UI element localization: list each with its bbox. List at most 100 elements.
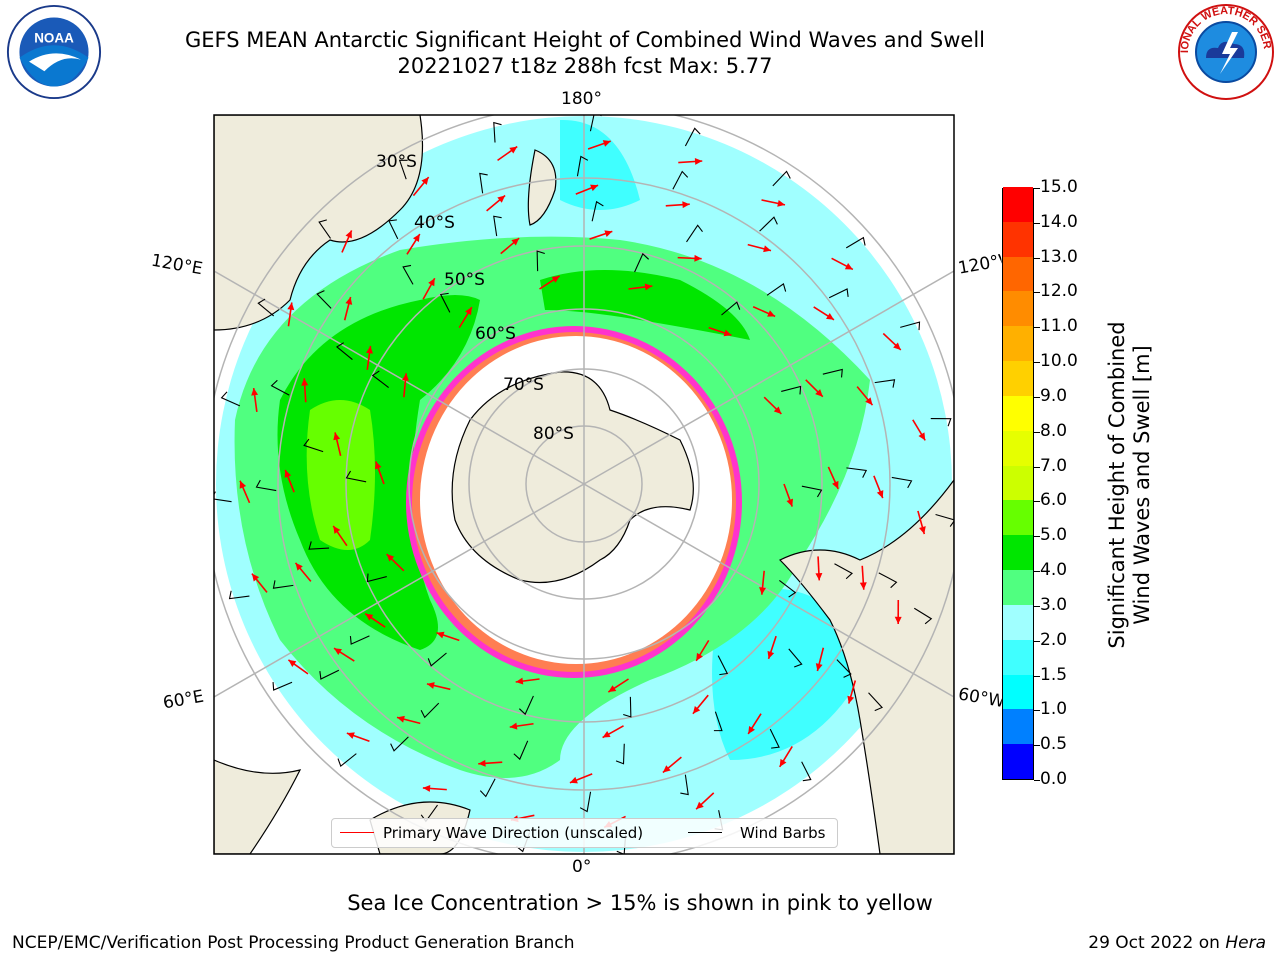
wave-arrow-head	[374, 461, 382, 470]
wave-arrow-head	[333, 525, 341, 534]
wind-barb	[801, 485, 823, 498]
wind-barb	[589, 115, 602, 132]
wave-arrow-head	[251, 573, 260, 582]
wave-arrow-head	[723, 329, 732, 337]
wind-barb	[366, 573, 387, 583]
legend-label-wind-barbs: Wind Barbs	[740, 824, 826, 842]
wave-arrow-head	[284, 469, 292, 478]
wave-arrow-head	[696, 652, 703, 661]
wind-barb	[828, 288, 849, 299]
colorbar-tick-label: 1.5	[1040, 664, 1068, 685]
lon-label-180: 180°	[561, 89, 602, 109]
wave-arrow-head	[426, 682, 435, 689]
wind-barb	[846, 467, 868, 478]
colorbar-tick-label: 15.0	[1040, 177, 1078, 197]
wind-barb	[439, 292, 451, 313]
wind-barb	[935, 513, 954, 527]
wind-barb	[772, 170, 791, 187]
colorbar-segment	[1003, 534, 1033, 571]
wave-field-4-5m-west	[277, 295, 480, 650]
colorbar-segment	[1003, 256, 1033, 292]
wave-arrow-head	[428, 278, 435, 287]
wind-barb	[766, 282, 787, 296]
svg-text:NOAA: NOAA	[34, 30, 74, 45]
wave-arrow-head	[692, 705, 701, 714]
wave-arrow-head	[859, 582, 867, 590]
wave-arrow-head	[894, 616, 902, 625]
colorbar-tick-mark	[1034, 536, 1040, 538]
colorbar-tick-mark	[1034, 431, 1040, 433]
map-frame	[213, 114, 955, 855]
wave-arrow-head	[662, 765, 671, 773]
legend-label-wave-direction: Primary Wave Direction (unscaled)	[383, 824, 644, 842]
colorbar-segment	[1003, 708, 1033, 745]
wave-arrow-head	[832, 480, 839, 489]
wind-barb	[257, 298, 275, 317]
wind-barb	[769, 728, 780, 749]
wave-arrow-head	[876, 490, 884, 499]
wind-barb	[759, 216, 778, 232]
nws-logo: NATIONAL WEATHER SERVICE	[1176, 2, 1274, 100]
colorbar-tick-label: 11.0	[1040, 316, 1078, 337]
wind-barb	[513, 740, 529, 761]
wave-field-5-6m	[306, 400, 375, 550]
wind-barb	[680, 774, 689, 796]
wind-barb	[493, 121, 502, 143]
wave-arrow-head	[239, 480, 247, 489]
colorbar-label-line2: Wind Waves and Swell [m]	[1130, 345, 1154, 625]
wave-arrow-head	[422, 784, 431, 792]
wind-barb	[713, 711, 723, 732]
colorbar-tick-mark	[1034, 257, 1040, 259]
colorbar-segment	[1003, 743, 1033, 779]
wave-arrow-head	[602, 140, 611, 147]
wave-arrow-head	[346, 732, 355, 739]
wave-arrow-head	[511, 238, 520, 246]
wave-arrow-head	[551, 275, 560, 283]
wind-barb	[518, 695, 534, 716]
wind-barb	[220, 391, 241, 407]
wind-barbs	[214, 115, 954, 854]
colorbar-tick-mark	[1034, 466, 1040, 468]
colorbar-segment	[1003, 674, 1033, 710]
colorbar-segment	[1003, 221, 1033, 257]
wind-barb	[874, 379, 896, 388]
colorbar-label-line1: Significant Height of Combined	[1104, 321, 1129, 649]
colorbar-tick-mark	[1034, 745, 1040, 747]
colorbar-segment	[1003, 290, 1033, 327]
sea-ice-caption: Sea Ice Concentration > 15% is shown in …	[347, 891, 933, 915]
wind-barb	[615, 743, 625, 765]
colorbar-tick-label: 10.0	[1040, 351, 1078, 372]
wind-barb	[345, 470, 367, 483]
noaa-logo: NOAA	[6, 4, 102, 100]
wind-barb	[371, 370, 389, 388]
wave-arrow-head	[815, 389, 823, 397]
wave-arrow-head	[815, 573, 823, 581]
wind-barb	[402, 264, 414, 285]
colorbar-segment	[1003, 639, 1033, 675]
wave-arrow-head	[386, 554, 395, 562]
colorbar-tick-label: 7.0	[1040, 455, 1068, 476]
wave-arrow-head	[295, 562, 303, 571]
wave-arrow-head	[366, 346, 373, 354]
wind-barb	[308, 541, 330, 550]
wind-barb	[427, 652, 447, 667]
wave-arrow-head	[465, 307, 472, 316]
new-zealand-land	[527, 149, 557, 226]
colorbar-tick-label: 2.0	[1040, 629, 1068, 650]
wind-barb	[576, 155, 589, 177]
wind-barb	[579, 791, 592, 813]
wind-barb	[388, 219, 399, 240]
wave-arrow-head	[365, 613, 374, 621]
colorbar-tick-mark	[1034, 222, 1040, 224]
wind-barb	[228, 590, 250, 600]
colorbar-segment	[1003, 186, 1033, 222]
wind-barb	[686, 224, 703, 243]
wave-arrow-head	[694, 157, 703, 165]
wave-arrow-head	[696, 801, 704, 810]
colorbar-label: Significant Height of Combined Wind Wave…	[1105, 321, 1155, 648]
wind-barb	[781, 385, 802, 395]
wave-arrow-head	[402, 373, 409, 381]
footer-host: Hera	[1225, 933, 1266, 953]
wind-barb	[900, 321, 921, 331]
wind-barb	[420, 702, 440, 719]
